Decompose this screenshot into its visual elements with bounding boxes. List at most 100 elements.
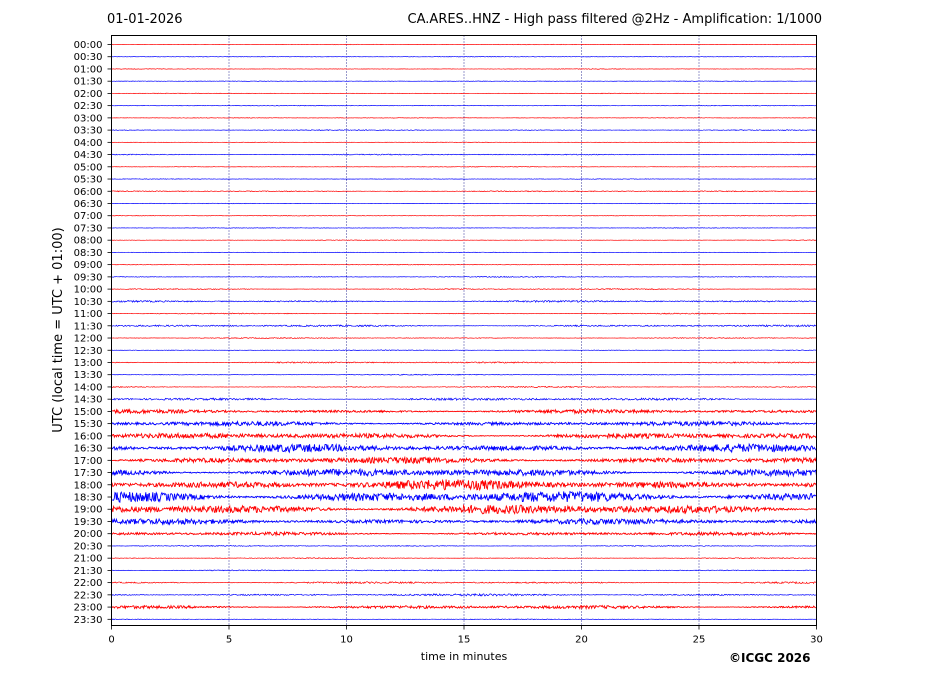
- trace-0230: [111, 104, 817, 107]
- y-tick-label: 01:30: [74, 77, 103, 88]
- y-tick-label: 14:30: [74, 395, 103, 406]
- copyright-credit: ©ICGC 2026: [729, 651, 811, 665]
- trace-1700: [111, 455, 817, 465]
- vertical-grid: [228, 35, 700, 626]
- y-tick-label: 09:00: [74, 260, 103, 271]
- y-tick-label: 15:00: [74, 407, 103, 418]
- y-tick-label: 13:00: [74, 358, 103, 369]
- y-tick-label: 21:30: [74, 566, 103, 577]
- trace-0900: [111, 263, 817, 266]
- trace-1600: [111, 431, 817, 440]
- trace-2130: [111, 569, 817, 572]
- y-tick-label: 09:30: [74, 272, 103, 283]
- trace-1800: [111, 478, 817, 492]
- trace-1430: [111, 397, 817, 402]
- y-tick-label: 15:30: [74, 419, 103, 430]
- y-tick-label: 16:30: [74, 444, 103, 455]
- trace-1300: [111, 361, 817, 364]
- trace-0500: [111, 166, 817, 168]
- trace-0730: [111, 227, 817, 229]
- y-tick-label: 23:30: [74, 615, 103, 626]
- y-tick-label: 23:00: [74, 603, 103, 614]
- trace-2230: [111, 592, 817, 597]
- y-tick-label: 17:30: [74, 468, 103, 479]
- y-tick-label: 22:00: [74, 578, 103, 589]
- y-tick-label: 18:30: [74, 493, 103, 504]
- y-tick-label: 04:00: [74, 138, 103, 149]
- x-tick-label: 20: [575, 635, 588, 646]
- trace-1930: [111, 517, 817, 526]
- trace-1500: [111, 407, 817, 415]
- trace-0000: [111, 43, 817, 46]
- record-date: 01-01-2026: [107, 12, 183, 27]
- y-tick-label: 13:30: [74, 370, 103, 381]
- trace-2030: [111, 544, 817, 547]
- trace-0930: [111, 275, 817, 278]
- trace-0800: [111, 239, 817, 241]
- x-axis-label: time in minutes: [421, 650, 508, 663]
- y-tick-label: 07:30: [74, 223, 103, 234]
- trace-0200: [111, 92, 817, 95]
- x-axis: 0 5 10 15 20 25 30: [108, 625, 823, 646]
- x-tick-label: 25: [693, 635, 706, 646]
- y-tick-label: 10:00: [74, 285, 103, 296]
- y-tick-label: 02:30: [74, 101, 103, 112]
- trace-0400: [111, 141, 817, 143]
- trace-2330: [111, 618, 817, 621]
- y-tick-label: 08:00: [74, 236, 103, 247]
- x-tick-label: 30: [810, 635, 823, 646]
- trace-1400: [111, 385, 817, 389]
- y-tick-label: 11:30: [74, 321, 103, 332]
- y-tick-label: 12:30: [74, 346, 103, 357]
- trace-1730: [111, 467, 817, 478]
- y-tick-label: 19:00: [74, 505, 103, 516]
- trace-0700: [111, 215, 817, 217]
- y-tick-label: 01:00: [74, 64, 103, 75]
- y-tick-label: 14:00: [74, 382, 103, 393]
- y-tick-label: 19:30: [74, 517, 103, 528]
- trace-0830: [111, 251, 817, 254]
- y-tick-label: 20:30: [74, 541, 103, 552]
- seismic-traces: [111, 43, 817, 621]
- trace-2000: [111, 530, 817, 537]
- x-tick-label: 0: [108, 635, 114, 646]
- y-axis-label: UTC (local time = UTC + 01:00): [51, 227, 66, 432]
- trace-1630: [111, 442, 817, 454]
- y-tick-label: 02:00: [74, 89, 103, 100]
- y-tick-label: 06:00: [74, 187, 103, 198]
- trace-2300: [111, 604, 817, 611]
- y-tick-label: 08:30: [74, 248, 103, 259]
- y-tick-label: 00:00: [74, 40, 103, 51]
- y-tick-label: 21:00: [74, 554, 103, 565]
- trace-1230: [111, 349, 817, 352]
- y-tick-label: 03:30: [74, 126, 103, 137]
- chart-title: CA.ARES..HNZ - High pass filtered @2Hz -…: [407, 12, 822, 27]
- trace-1030: [111, 299, 817, 303]
- x-tick-label: 10: [340, 635, 353, 646]
- y-tick-label: 11:00: [74, 309, 103, 320]
- y-tick-label: 04:30: [74, 150, 103, 161]
- y-tick-label: 20:00: [74, 529, 103, 540]
- trace-0430: [111, 153, 817, 156]
- trace-0030: [111, 56, 817, 58]
- y-tick-label: 03:00: [74, 113, 103, 124]
- y-tick-label: 07:00: [74, 211, 103, 222]
- trace-0530: [111, 178, 817, 180]
- trace-0330: [111, 129, 817, 132]
- trace-1330: [111, 373, 817, 376]
- y-tick-label: 00:30: [74, 52, 103, 63]
- y-tick-label: 05:30: [74, 175, 103, 186]
- trace-1900: [111, 503, 817, 515]
- y-tick-label: 17:00: [74, 456, 103, 467]
- trace-0600: [111, 190, 817, 193]
- y-tick-label: 05:00: [74, 162, 103, 173]
- y-tick-label: 12:00: [74, 334, 103, 345]
- y-tick-label: 22:30: [74, 590, 103, 601]
- trace-0100: [111, 68, 817, 70]
- y-tick-label: 16:00: [74, 431, 103, 442]
- trace-2200: [111, 580, 817, 585]
- trace-2100: [111, 557, 817, 560]
- y-tick-label: 18:00: [74, 480, 103, 491]
